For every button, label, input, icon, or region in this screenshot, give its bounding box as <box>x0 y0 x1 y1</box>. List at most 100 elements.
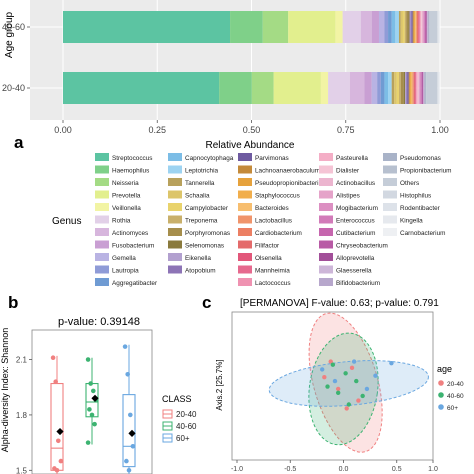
bar-segment-propionibacterium-20-40 <box>425 72 427 104</box>
legend-label-selenomonas: Selenomonas <box>185 243 224 250</box>
pcoa-x-ticks: -1.0 -0.5 0.0 0.5 1.0 <box>231 460 438 473</box>
genus-legend-items: Streptococcus Haemophilus Neisseria Prevote… <box>95 153 452 287</box>
shannon-y-axis-label: Alpha-diversity Index: Shannon <box>0 328 10 453</box>
bar-segment-enterococcus-40-60 <box>424 11 425 43</box>
bar-segment-pasteurella-20-40 <box>416 72 418 104</box>
bar-segment-bifidobacterium-40-60 <box>427 11 429 43</box>
legend-label-treponema: Treponema <box>185 218 218 225</box>
bar-segment-enterococcus-20-40 <box>420 72 422 104</box>
bar-segment-rodentibacter-40-60 <box>437 11 439 43</box>
legend-label-capnocytophaga: Capnocytophaga <box>185 155 234 162</box>
bar-segment-haemophilus-20-40 <box>219 72 252 104</box>
bar-segment-porphyromonas-20-40 <box>400 72 404 104</box>
bar-segment-fusobacterium-20-40 <box>364 72 372 104</box>
bar-segment-gemella-40-60 <box>378 11 385 43</box>
legend-label-tannerella: Tannerella <box>185 180 215 187</box>
bar-segment-parvimonas-40-60 <box>411 11 413 43</box>
legend-swatch-mannheimia <box>238 265 252 274</box>
pcoa-point-60 <box>364 386 370 392</box>
legend-label-prevotella: Prevotella <box>112 193 141 200</box>
bar-segment-schaalia-40-60 <box>400 11 403 43</box>
legend-swatch-eikenella <box>168 253 182 261</box>
bar-segment-leptotrichia-40-60 <box>395 11 399 43</box>
bar-segment-cutibacterium-40-60 <box>424 11 426 43</box>
pcoa-plot-frame <box>231 311 434 461</box>
y-tick-label: 1.5 <box>16 466 28 474</box>
legend-swatch-kingella <box>383 215 397 224</box>
legend-swatch-bacteroides <box>238 203 252 211</box>
legend-swatch-rodentibacter <box>383 203 397 211</box>
legend-label-staphylococcus: Staphylococcus <box>255 193 300 200</box>
pcoa-point-20-40 <box>335 386 341 392</box>
bar-segment-tannerella-20-40 <box>391 72 395 104</box>
bar-segment-olsenella-40-60 <box>418 11 419 43</box>
bar-segment-alistipes-40-60 <box>422 11 424 43</box>
legend-swatch-parvimonas <box>238 153 252 161</box>
shannon-boxes <box>50 344 136 474</box>
bar-segment-lautropia-40-60 <box>384 11 389 43</box>
bar-segment-bacteroides-20-40 <box>411 72 413 104</box>
age-legend-marker-60 <box>438 404 444 410</box>
legend-swatch-histophilus <box>383 190 397 199</box>
bar-segment-cardiobacterium-40-60 <box>416 11 418 43</box>
legend-swatch-neisseria <box>95 178 109 186</box>
panel-label-c: c <box>202 293 211 312</box>
legend-swatch-cutibacterium <box>319 228 333 236</box>
mean-diamond-20-40 <box>56 427 64 436</box>
bar-segment-haemophilus-40-60 <box>230 11 263 43</box>
legend-label-leptotrichia: Leptotrichia <box>185 168 218 175</box>
legend-swatch-streptococcus <box>95 153 109 161</box>
bar-segment-mogibacterium-40-60 <box>423 11 425 43</box>
age-legend-marker-40-60 <box>438 392 444 398</box>
bar-segment-staphylococcus-20-40 <box>410 72 412 104</box>
legend-label-lachnoanaerobaculum: Lachnoanaerobaculum <box>255 168 320 175</box>
bar-segment-bacteroides-40-60 <box>415 11 417 43</box>
legend-label-mannheimia: Mannheimia <box>255 268 290 275</box>
legend-label-fusobacterium: Fusobacterium <box>112 243 154 250</box>
pcoa-point-40-60 <box>335 390 341 395</box>
legend-swatch-treponema <box>168 215 182 224</box>
legend-label-porphyromonas: Porphyromonas <box>185 230 230 237</box>
legend-swatch-campylobacter <box>168 203 182 211</box>
legend-label-lactococcus: Lactococcus <box>255 280 291 287</box>
bar-segment-pseudomonas-20-40 <box>424 72 426 104</box>
legend-label-carnobacterium: Carnobacterium <box>400 230 445 237</box>
legend-swatch-lachnoanaerobaculum <box>238 165 252 174</box>
bar-segment-cutibacterium-20-40 <box>421 72 422 104</box>
legend-label-cutibacterium: Cutibacterium <box>336 230 375 237</box>
class-legend: 20-40 40-60 60+ <box>162 409 197 443</box>
legend-swatch-prevotella <box>95 190 109 199</box>
pcoa-point-40-60 <box>325 384 330 389</box>
x-tick-label: 0.75 <box>337 125 355 135</box>
bar-segment-aggregatibacter-40-60 <box>388 11 392 43</box>
legend-swatch-lactococcus <box>238 278 252 286</box>
bar-segment-leptotrichia-20-40 <box>388 72 392 104</box>
age-legend-marker-20-40 <box>438 380 444 386</box>
x-tick-label: 1.0 <box>428 466 438 473</box>
legend-label-neisseria: Neisseria <box>112 180 139 187</box>
bar-segment-campylobacter-40-60 <box>402 11 405 43</box>
bar-segment-fusobacterium-40-60 <box>371 11 379 43</box>
bar-segment-mannheimia-20-40 <box>415 72 417 104</box>
legend-label-haemophilus: Haemophilus <box>112 168 149 175</box>
legend-swatch-glaesserella <box>319 265 333 274</box>
bar-segment-pseudomonas-40-60 <box>428 11 430 43</box>
bar-segment-filifactor-40-60 <box>417 11 419 43</box>
legend-swatch-filifactor <box>238 240 252 249</box>
legend-swatch-carnobacterium <box>383 228 397 236</box>
bar-segment-lactobacillus-20-40 <box>412 72 414 104</box>
bar-segment-aggregatibacter-20-40 <box>380 72 385 104</box>
bar-segment-actinobacillus-40-60 <box>421 11 423 43</box>
bar-segment-dialister-40-60 <box>421 11 422 43</box>
pcoa-point-20-40 <box>356 398 361 403</box>
bar-segment-prevotella-20-40 <box>273 72 321 104</box>
bar-segment-eikenella-20-40 <box>405 72 407 104</box>
bar-segment-chryseobacterium-40-60 <box>425 11 427 43</box>
data-point-60 <box>130 444 136 449</box>
legend-label-lautropia: Lautropia <box>112 268 139 275</box>
pcoa-point-40-60 <box>330 362 336 367</box>
y-tick-label: 1.8 <box>16 411 28 420</box>
legend-swatch-pseudomonas <box>383 153 397 161</box>
bar-segment-glaesserella-40-60 <box>426 11 428 43</box>
